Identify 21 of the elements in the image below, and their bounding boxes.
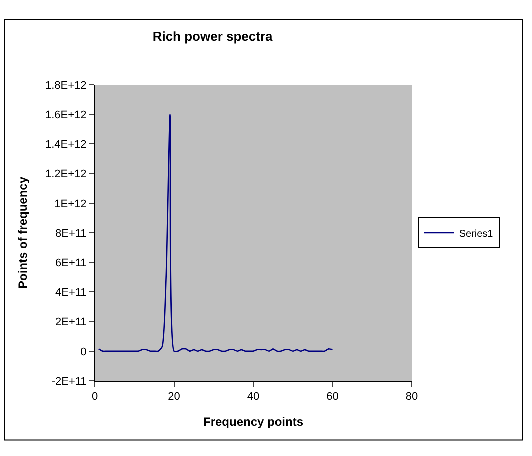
y-tick-label: 2E+11 [55, 316, 87, 329]
y-tick-label: 0 [80, 346, 87, 358]
x-tick-label: 0 [92, 391, 98, 404]
y-tick-label: -2E+11 [52, 376, 87, 388]
y-tick-label: 1.8E+12 [46, 80, 87, 92]
x-axis-title: Frequency points [203, 415, 304, 430]
y-tick-label: 1E+12 [54, 198, 87, 210]
legend-label: Series1 [459, 228, 494, 240]
y-tick-label: 1.4E+12 [46, 139, 87, 152]
chart-title: Rich power spectra [152, 29, 274, 44]
y-axis-title: Points of frequency [16, 176, 30, 290]
y-tick-label: 4E+11 [55, 287, 87, 300]
y-tick-label: 6E+11 [55, 257, 87, 270]
x-tick-label: 80 [406, 391, 418, 404]
x-tick-label: 60 [326, 391, 339, 404]
x-tick-label: 40 [247, 391, 260, 404]
y-tick-label: 1.2E+12 [46, 168, 87, 181]
line-series [98, 114, 334, 352]
y-tick-label: 8E+11 [55, 228, 87, 240]
y-tick-label: 1.6E+12 [46, 109, 87, 122]
x-tick-label: 20 [168, 391, 180, 404]
